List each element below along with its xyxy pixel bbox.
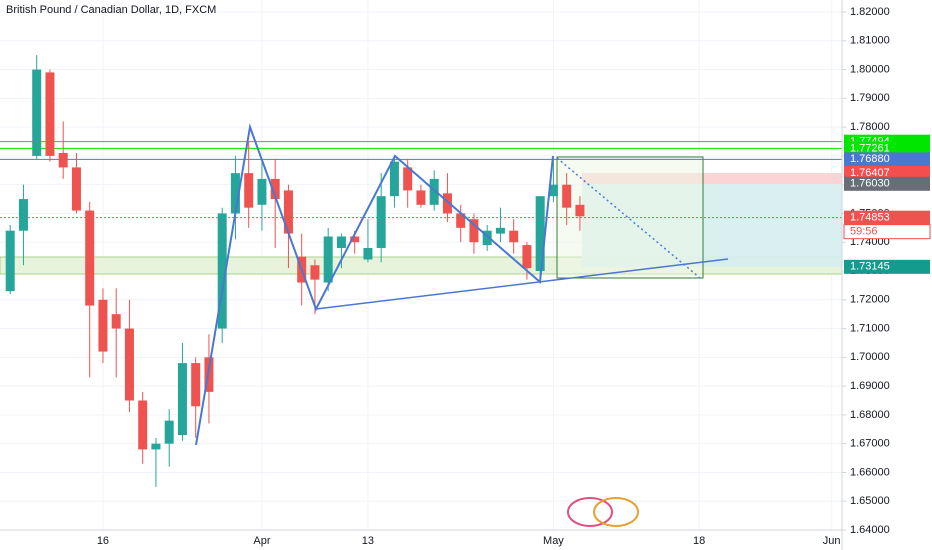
candle-body — [138, 400, 148, 450]
candle-body — [191, 363, 201, 407]
y-tick-label: 1.80000 — [850, 63, 890, 75]
candle-body — [456, 213, 466, 228]
candle-body — [535, 196, 545, 272]
y-tick-label: 1.64000 — [850, 524, 890, 536]
candle-body — [323, 236, 333, 283]
stop-zone — [582, 173, 842, 184]
candle-body — [509, 230, 519, 243]
candle-body — [58, 153, 68, 168]
y-tick-label: 1.78000 — [850, 121, 890, 133]
levels — [0, 141, 842, 219]
candle-body — [111, 314, 121, 329]
candle-body — [522, 245, 532, 269]
chart-title: British Pound / Canadian Dollar, 1D, FXC… — [6, 4, 216, 16]
level-label-bg — [844, 141, 930, 156]
level-label: 1.74853 — [850, 212, 890, 224]
level-label: 1.76407 — [850, 167, 890, 179]
x-tick-label: 16 — [97, 535, 109, 547]
candle-body — [164, 420, 174, 444]
x-tick-label: Apr — [253, 535, 270, 547]
candle-body — [257, 178, 267, 205]
x-tick-label: May — [543, 535, 564, 547]
candle-body — [562, 184, 572, 208]
level-label: 1.73145 — [850, 261, 890, 273]
candle-body — [32, 69, 42, 156]
y-tick-label: 1.68000 — [850, 409, 890, 421]
candle-body — [363, 247, 373, 260]
candle-body — [5, 230, 15, 292]
pattern-line — [195, 123, 554, 446]
candle-body — [482, 230, 492, 246]
projection-line — [556, 157, 701, 279]
candle-body — [389, 161, 399, 197]
candle-body — [495, 227, 505, 234]
candle-body — [177, 363, 187, 436]
x-tick-label: 18 — [693, 535, 705, 547]
level-label-bg — [844, 210, 930, 225]
y-tick-label: 1.72000 — [850, 294, 890, 306]
level-label: 1.77261 — [850, 142, 890, 154]
trend-line — [315, 258, 729, 310]
candle-body — [98, 299, 108, 352]
candle-body — [442, 193, 452, 214]
candle-body — [85, 210, 95, 306]
level-label-bg — [844, 152, 930, 167]
candle-body — [270, 178, 280, 200]
candle-body — [548, 184, 558, 197]
candle-body — [376, 196, 386, 248]
y-tick-label: 1.67000 — [850, 438, 890, 450]
y-tick-label: 1.65000 — [850, 495, 890, 507]
logo — [567, 497, 639, 527]
countdown-bg — [843, 224, 931, 240]
candle-body — [336, 236, 346, 248]
candle-body — [217, 213, 227, 329]
level-label-bg — [844, 176, 930, 191]
level-label: 1.76030 — [850, 178, 890, 190]
candle-body — [350, 236, 360, 243]
x-tick-label: 13 — [362, 535, 374, 547]
level-label-bg — [844, 165, 930, 180]
candle-body — [230, 173, 240, 214]
candle-body — [429, 178, 439, 205]
candle-body — [469, 219, 479, 243]
candle-body — [575, 204, 585, 217]
candle-body — [283, 190, 293, 234]
y-tick-label: 1.79000 — [850, 92, 890, 104]
candle-body — [416, 190, 426, 205]
y-tick-label: 1.81000 — [850, 35, 890, 47]
level-label-bg — [844, 259, 930, 274]
candle-body — [403, 167, 413, 191]
x-tick-label: Jun — [823, 535, 841, 547]
y-tick-label: 1.70000 — [850, 351, 890, 363]
candle-body — [244, 173, 254, 208]
level-label: 1.76880 — [850, 153, 890, 165]
candle-body — [310, 265, 320, 280]
y-tick-label: 1.66000 — [850, 466, 890, 478]
candle-body — [71, 167, 81, 211]
candle-body — [124, 328, 134, 401]
candle-body — [45, 72, 55, 156]
candle-body — [151, 443, 161, 450]
y-tick-label: 1.82000 — [850, 6, 890, 18]
countdown: 59:56 — [850, 226, 878, 238]
candle-body — [18, 199, 28, 231]
y-tick-label: 1.69000 — [850, 380, 890, 392]
y-tick-label: 1.71000 — [850, 322, 890, 334]
